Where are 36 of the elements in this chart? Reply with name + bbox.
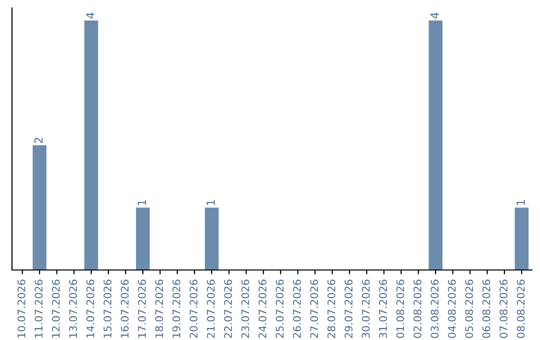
data-label: 1 [516,200,525,206]
x-tick-label: 05.08.2026 [465,280,474,338]
data-label: 2 [34,138,43,144]
x-tick-label: 04.08.2026 [448,280,456,338]
x-tick-label: 22.07.2026 [224,280,232,338]
x-tick-label: 14.07.2026 [86,280,94,338]
x-tick-label: 29.07.2026 [344,280,353,338]
data-label: 4 [86,12,94,19]
x-tick-label: 30.07.2026 [362,280,370,338]
x-tick-label: 25.07.2026 [276,280,284,338]
x-tick-label: 24.07.2026 [258,280,266,338]
x-tick-label: 16.07.2026 [120,280,129,338]
x-tick-label: 28.07.2026 [327,280,336,338]
data-label: 4 [430,12,439,19]
x-tick-label: 10.07.2026 [17,280,26,338]
x-tick-label: 11.07.2026 [34,280,43,338]
x-tick-label: 01.08.2026 [396,280,404,338]
x-tick-label: 19.07.2026 [172,280,180,338]
x-tick-label: 13.07.2026 [69,280,78,338]
x-tick-label: 03.08.2026 [430,280,439,338]
x-tick-label: 23.07.2026 [241,280,250,338]
x-tick-label: 17.07.2026 [138,280,146,338]
x-tick-label: 07.08.2026 [500,280,508,338]
x-tick-label: 27.07.2026 [310,280,318,338]
data-label: 1 [138,200,146,206]
x-tick-label: 15.07.2026 [104,280,112,338]
x-tick-label: 18.07.2026 [155,280,164,338]
x-tick-label: 21.07.2026 [206,280,215,338]
x-tick-label: 20.07.2026 [190,280,198,338]
data-label: 1 [206,200,215,206]
x-tick-label: 31.07.2026 [379,280,387,338]
x-tick-label: 02.08.2026 [414,280,422,338]
x-tick-label: 06.08.2026 [482,280,490,338]
x-tick-label: 08.08.2026 [516,280,525,338]
x-tick-label: 26.07.2026 [292,280,301,338]
x-tick-label: 12.07.2026 [52,280,60,338]
